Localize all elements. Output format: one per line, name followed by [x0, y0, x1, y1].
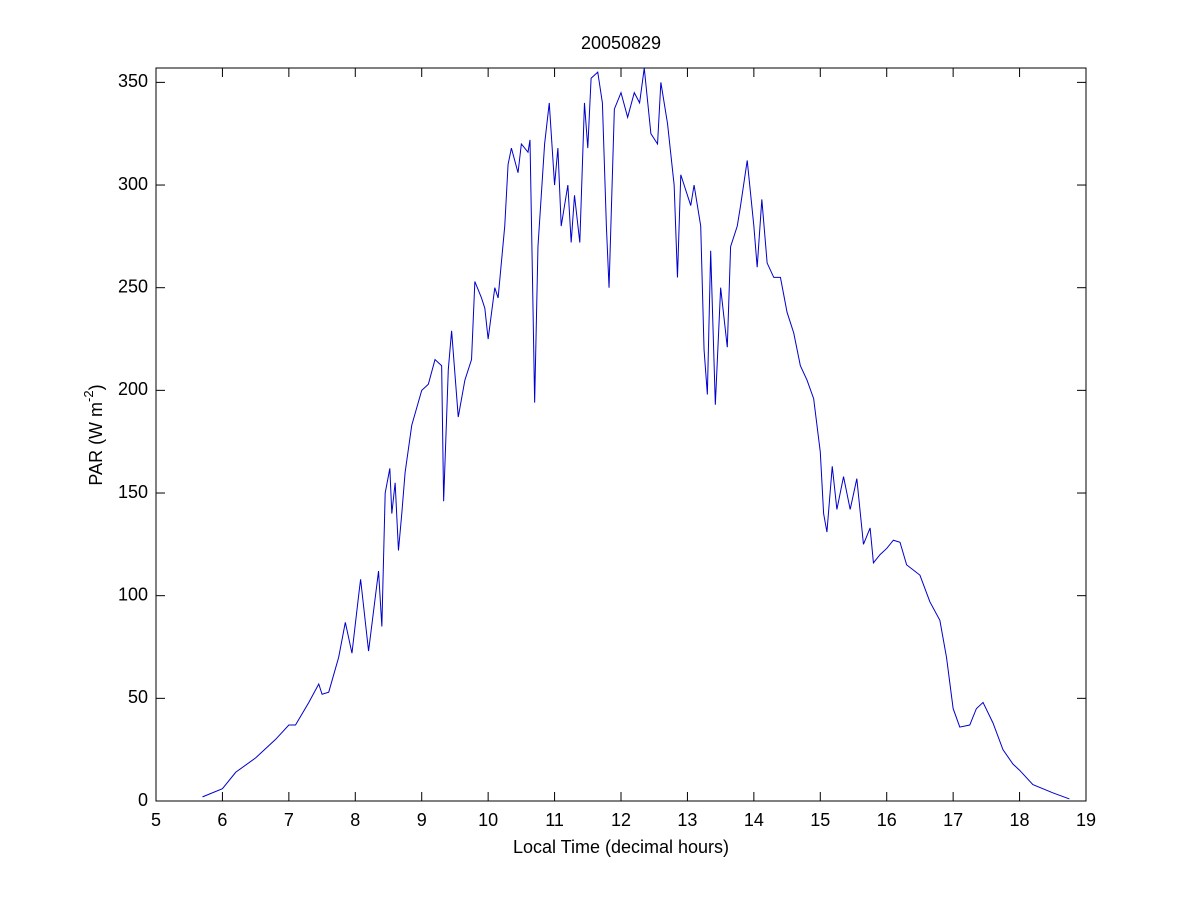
- y-tick-label: 300: [118, 174, 148, 194]
- x-tick-label: 10: [478, 810, 498, 830]
- x-tick-label: 16: [877, 810, 897, 830]
- x-tick-label: 8: [350, 810, 360, 830]
- x-axis-label: Local Time (decimal hours): [513, 837, 729, 857]
- x-tick-label: 12: [611, 810, 631, 830]
- x-tick-label: 7: [284, 810, 294, 830]
- y-tick-label: 150: [118, 482, 148, 502]
- y-tick-label: 100: [118, 584, 148, 604]
- y-tick-label: 50: [128, 687, 148, 707]
- x-tick-label: 17: [943, 810, 963, 830]
- y-label-sup: -2: [81, 390, 96, 402]
- x-tick-label: 5: [151, 810, 161, 830]
- x-tick-label: 18: [1010, 810, 1030, 830]
- chart-title: 20050829: [581, 33, 661, 53]
- y-tick-label: 250: [118, 276, 148, 296]
- x-tick-label: 15: [810, 810, 830, 830]
- y-axis-label: PAR (W m-2): [81, 384, 105, 485]
- x-tick-label: 6: [217, 810, 227, 830]
- x-tick-label: 19: [1076, 810, 1096, 830]
- y-tick-label: 350: [118, 71, 148, 91]
- data-line: [202, 67, 1070, 800]
- y-tick-label: 0: [138, 790, 148, 810]
- x-tick-label: 13: [677, 810, 697, 830]
- x-tick-label: 9: [417, 810, 427, 830]
- x-tick-label: 11: [545, 810, 564, 830]
- y-tick-label: 200: [118, 379, 148, 399]
- y-label-main: PAR (W m: [86, 402, 106, 486]
- x-tick-label: 14: [744, 810, 764, 830]
- y-label-end: ): [86, 384, 106, 390]
